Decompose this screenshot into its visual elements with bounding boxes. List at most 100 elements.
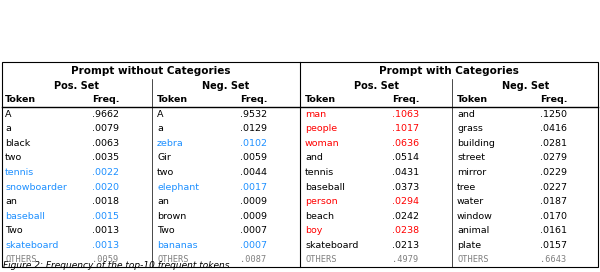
Text: OTHERS: OTHERS (5, 255, 37, 264)
Text: .0279: .0279 (540, 153, 567, 162)
Text: woman: woman (305, 139, 340, 148)
Text: Freq.: Freq. (540, 95, 568, 104)
Text: tennis: tennis (305, 168, 334, 177)
Text: .9662: .9662 (92, 110, 119, 119)
Text: .0170: .0170 (540, 212, 567, 221)
Text: Neg. Set: Neg. Set (502, 81, 550, 91)
Text: Gir: Gir (157, 153, 171, 162)
Text: tree: tree (457, 183, 476, 191)
Text: brown: brown (157, 212, 186, 221)
Text: grass: grass (457, 124, 483, 133)
Text: Two: Two (5, 226, 23, 235)
Text: animal: animal (457, 226, 489, 235)
Text: Freq.: Freq. (392, 95, 419, 104)
Text: mirror: mirror (457, 168, 486, 177)
Text: .0015: .0015 (92, 212, 119, 221)
Text: .0035: .0035 (92, 153, 119, 162)
Text: .0514: .0514 (392, 153, 419, 162)
Text: Freq.: Freq. (240, 95, 268, 104)
Text: .0013: .0013 (92, 226, 119, 235)
Text: .0161: .0161 (540, 226, 567, 235)
Text: OTHERS: OTHERS (305, 255, 337, 264)
Text: .0013: .0013 (92, 241, 119, 250)
Text: and: and (457, 110, 475, 119)
Text: OTHERS: OTHERS (457, 255, 488, 264)
Text: beach: beach (305, 212, 334, 221)
Text: people: people (305, 124, 337, 133)
Text: .0022: .0022 (92, 168, 119, 177)
Text: man: man (305, 110, 326, 119)
Text: two: two (5, 153, 22, 162)
Text: .0213: .0213 (392, 241, 419, 250)
Text: Pos. Set: Pos. Set (353, 81, 398, 91)
Text: .0059: .0059 (92, 255, 118, 264)
Text: A: A (157, 110, 163, 119)
Text: .0373: .0373 (392, 183, 419, 191)
Text: .1250: .1250 (540, 110, 567, 119)
Text: zebra: zebra (157, 139, 184, 148)
Text: person: person (305, 197, 338, 206)
Text: bananas: bananas (157, 241, 197, 250)
Text: A: A (5, 110, 11, 119)
Text: .0007: .0007 (240, 226, 267, 235)
Text: plate: plate (457, 241, 481, 250)
Text: .0044: .0044 (240, 168, 267, 177)
Text: .0009: .0009 (240, 197, 267, 206)
Text: Two: Two (157, 226, 175, 235)
Text: baseball: baseball (305, 183, 345, 191)
Text: .0431: .0431 (392, 168, 419, 177)
Text: window: window (457, 212, 493, 221)
Text: .1017: .1017 (392, 124, 419, 133)
Text: .9532: .9532 (240, 110, 267, 119)
Text: .6643: .6643 (540, 255, 566, 264)
Text: elephant: elephant (157, 183, 199, 191)
Text: .0007: .0007 (240, 241, 267, 250)
Text: Token: Token (305, 95, 336, 104)
Text: .0087: .0087 (240, 255, 266, 264)
Text: .0242: .0242 (392, 212, 419, 221)
Text: .0129: .0129 (240, 124, 267, 133)
Text: .0636: .0636 (392, 139, 419, 148)
Text: Prompt with Categories: Prompt with Categories (379, 66, 519, 76)
Text: .0018: .0018 (92, 197, 119, 206)
Text: Token: Token (157, 95, 188, 104)
Text: .0063: .0063 (92, 139, 119, 148)
Text: Prompt without Categories: Prompt without Categories (71, 66, 231, 76)
Text: building: building (457, 139, 495, 148)
Text: Pos. Set: Pos. Set (53, 81, 98, 91)
Text: .0227: .0227 (540, 183, 567, 191)
Text: .0102: .0102 (240, 139, 267, 148)
Text: boy: boy (305, 226, 322, 235)
Text: Token: Token (5, 95, 36, 104)
Text: tennis: tennis (5, 168, 34, 177)
Text: skateboard: skateboard (5, 241, 58, 250)
Text: .0281: .0281 (540, 139, 567, 148)
Text: baseball: baseball (5, 212, 45, 221)
Text: black: black (5, 139, 30, 148)
Text: skateboard: skateboard (305, 241, 358, 250)
Text: .0229: .0229 (540, 168, 567, 177)
Text: an: an (5, 197, 17, 206)
Text: .0017: .0017 (240, 183, 267, 191)
Text: .0294: .0294 (392, 197, 419, 206)
Text: .0020: .0020 (92, 183, 119, 191)
Text: snowboarder: snowboarder (5, 183, 67, 191)
Text: OTHERS: OTHERS (157, 255, 188, 264)
Text: two: two (157, 168, 174, 177)
Text: street: street (457, 153, 485, 162)
Text: Freq.: Freq. (92, 95, 119, 104)
Text: .1063: .1063 (392, 110, 419, 119)
Text: Neg. Set: Neg. Set (202, 81, 250, 91)
Text: .0009: .0009 (240, 212, 267, 221)
Text: an: an (157, 197, 169, 206)
Text: water: water (457, 197, 484, 206)
Text: .0059: .0059 (240, 153, 267, 162)
Text: .0157: .0157 (540, 241, 567, 250)
Text: .4979: .4979 (392, 255, 418, 264)
Text: Token: Token (457, 95, 488, 104)
Text: and: and (305, 153, 323, 162)
Text: Figure 2: Frequency of the top-10 frequent tokens: Figure 2: Frequency of the top-10 freque… (3, 261, 229, 270)
Text: .0416: .0416 (540, 124, 567, 133)
Text: a: a (157, 124, 163, 133)
Text: .0187: .0187 (540, 197, 567, 206)
